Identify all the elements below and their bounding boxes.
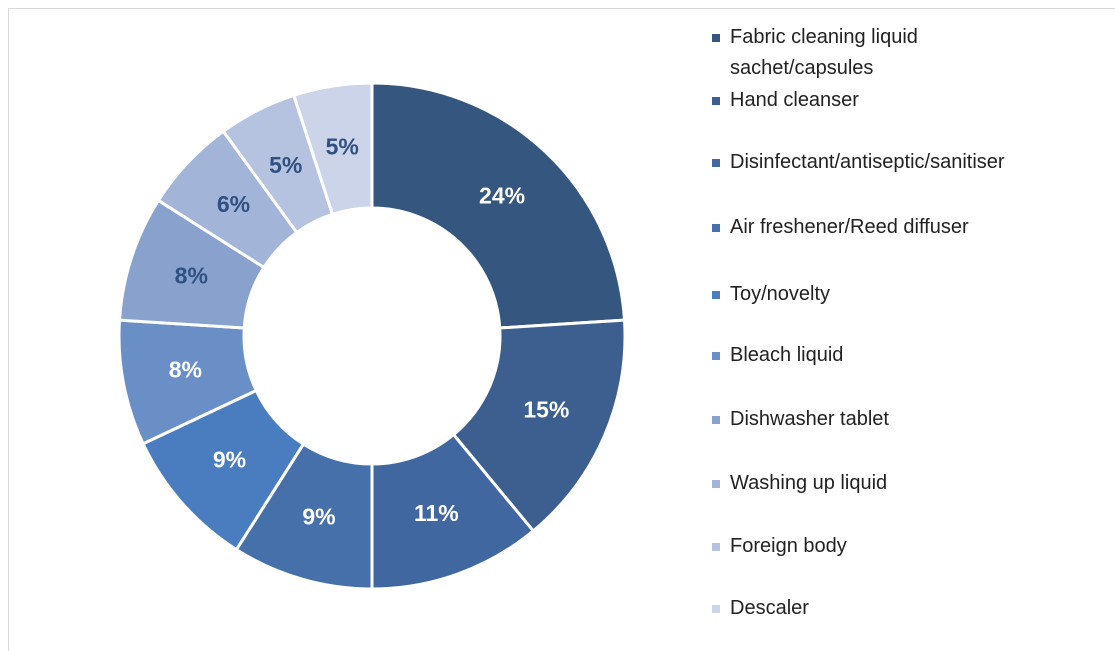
legend-item: Hand cleanser xyxy=(712,85,1012,116)
data-label: 9% xyxy=(302,504,335,530)
legend-swatch xyxy=(712,224,720,232)
donut-segment xyxy=(370,81,627,330)
legend-label: Air freshener/Reed diffuser xyxy=(730,216,969,238)
data-label: 11% xyxy=(414,500,459,526)
legend-swatch xyxy=(712,34,720,42)
data-label: 6% xyxy=(217,191,250,217)
data-label: 5% xyxy=(326,133,359,159)
legend-swatch xyxy=(712,480,720,488)
legend-label: Fabric cleaning liquid sachet/capsules xyxy=(730,26,918,79)
legend-item: Descaler xyxy=(712,593,1012,624)
legend-swatch xyxy=(712,291,720,299)
legend-label: Washing up liquid xyxy=(730,472,888,494)
legend-swatch xyxy=(712,605,720,613)
donut-segment xyxy=(451,318,627,534)
data-label: 5% xyxy=(269,152,302,178)
legend-label: Descaler xyxy=(730,597,809,619)
data-label: 9% xyxy=(213,447,246,473)
data-label: 8% xyxy=(169,357,202,383)
data-label: 15% xyxy=(523,397,569,423)
chart-frame xyxy=(8,8,1115,651)
legend-item: Bleach liquid xyxy=(712,340,1012,371)
legend-swatch xyxy=(712,352,720,360)
legend-item: Dishwasher tablet xyxy=(712,404,1012,435)
legend-item: Disinfectant/antiseptic/sanitiser xyxy=(712,147,1012,178)
legend-item: Fabric cleaning liquid sachet/capsules xyxy=(712,22,1012,84)
legend-swatch xyxy=(712,97,720,105)
donut-segment xyxy=(291,81,374,217)
legend-label: Toy/novelty xyxy=(730,283,831,305)
chart: 24% 15% 11% 9% 9% 8% 8% 6% 5% 5% xyxy=(117,81,627,591)
legend-swatch xyxy=(712,416,720,424)
legend-swatch xyxy=(712,159,720,167)
legend-item: Air freshener/Reed diffuser xyxy=(712,212,1012,243)
data-label: 8% xyxy=(175,262,208,288)
legend-label: Disinfectant/antiseptic/sanitiser xyxy=(730,151,1005,173)
legend-item: Washing up liquid xyxy=(712,468,1012,499)
legend-label: Bleach liquid xyxy=(730,344,844,366)
data-label: 24% xyxy=(479,183,525,209)
legend-item: Foreign body xyxy=(712,531,1012,562)
legend-item: Toy/novelty xyxy=(712,279,1012,310)
legend-label: Dishwasher tablet xyxy=(730,408,889,430)
legend-label: Foreign body xyxy=(730,535,847,557)
legend-swatch xyxy=(712,543,720,551)
legend-label: Hand cleanser xyxy=(730,89,859,111)
